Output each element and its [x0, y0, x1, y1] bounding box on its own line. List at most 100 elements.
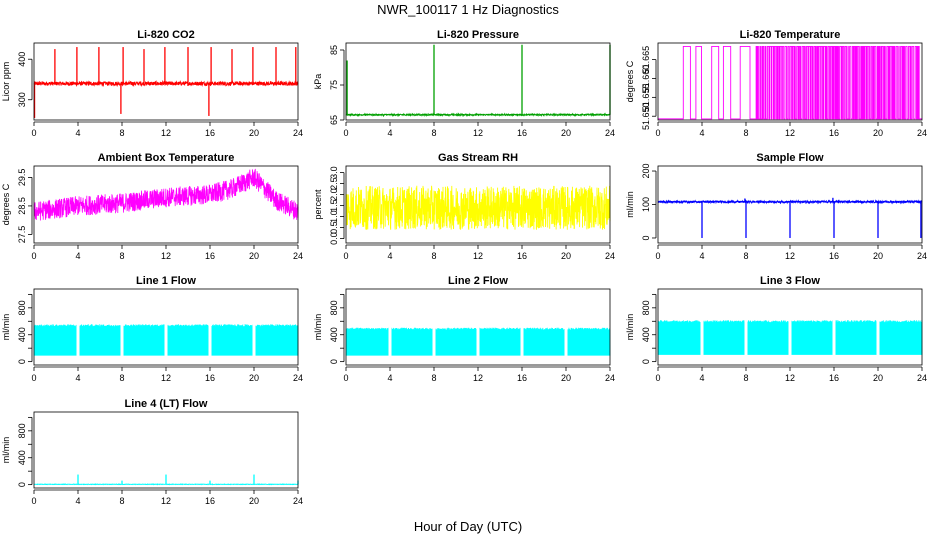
panel-9-series: [657, 289, 923, 365]
panel-1-line: [33, 79, 299, 88]
panel-8-ylabel: ml/min: [313, 314, 323, 341]
panel-4-xtick-label-3: 12: [161, 251, 171, 261]
panel-5-series: [345, 185, 611, 230]
panel-10-xtick-label-3: 12: [161, 496, 171, 506]
panel-3: Li-820 Temperature degrees C 0 4 8 12 16 20 24 51…: [625, 29, 927, 138]
panel-4-frame: [33, 165, 299, 244]
panel-7-xtick-label-6: 24: [293, 373, 303, 383]
panel-6-frame: [657, 165, 923, 244]
panel-9-ylabel: ml/min: [625, 314, 635, 341]
panel-2-ytick-label-0: 65: [329, 115, 339, 125]
panel-3-title: Li-820 Temperature: [740, 29, 841, 41]
panel-4-ytick-label-0: 27.5: [17, 226, 27, 244]
panel-6-ytick-label-2: 200: [641, 164, 651, 179]
panel-4-xtick-label-2: 8: [119, 251, 124, 261]
panel-10-xtick-label-5: 20: [249, 496, 259, 506]
panel-4-xtick-label-5: 20: [249, 251, 259, 261]
panel-5: Gas Stream RH percent 0 4 8 12 16 20 24 0.00.51.0…: [313, 152, 615, 261]
panel-3-ytick-label-3: 51.665: [641, 46, 651, 74]
panel-9-xtick-label-1: 4: [699, 373, 704, 383]
panel-3-xtick-label-4: 16: [829, 128, 839, 138]
panel-10-frame: [33, 411, 299, 489]
panel-4-series: [33, 168, 299, 221]
panel-5-ytick-label-0: 0.0: [329, 232, 339, 245]
panel-10-xtick-label-4: 16: [205, 496, 215, 506]
figure-title: NWR_100117 1 Hz Diagnostics: [377, 2, 559, 17]
panel-2-xtick-label-1: 4: [387, 128, 392, 138]
panel-3-xtick-label-5: 20: [873, 128, 883, 138]
panel-7-ytick-label-4: 800: [17, 300, 27, 315]
panel-2-xtick-label-4: 16: [517, 128, 527, 138]
panel-5-xtick-label-3: 12: [473, 251, 483, 261]
panel-8-ytick-label-2: 400: [329, 327, 339, 342]
panel-9-xtick-label-6: 24: [917, 373, 927, 383]
panel-5-xtick-label-5: 20: [561, 251, 571, 261]
panel-5-xtick-label-0: 0: [343, 251, 348, 261]
panel-7-ytick-label-0: 0: [17, 359, 27, 364]
panel-6: Sample Flow ml/min 0 4 8 12 16 20 24 0 100 200: [625, 152, 927, 261]
panel-7-gap-4: [252, 289, 256, 365]
panel-5-ytick-label-6: 3.0: [329, 166, 339, 179]
panel-4-ylabel: degrees C: [1, 183, 11, 225]
panel-7-xtick-label-0: 0: [31, 373, 36, 383]
panel-6-xtick-label-1: 4: [699, 251, 704, 261]
panel-2-ylabel: kPa: [313, 74, 323, 90]
panel-6-series: [657, 197, 923, 238]
panel-2-xtick-label-6: 24: [605, 128, 615, 138]
panel-8-title: Line 2 Flow: [448, 275, 508, 287]
panel-2-xtick-label-3: 12: [473, 128, 483, 138]
panel-6-xtick-label-6: 24: [917, 251, 927, 261]
panel-1-xtick-label-6: 24: [293, 128, 303, 138]
panel-8-xtick-label-6: 24: [605, 373, 615, 383]
panel-7-xtick-label-3: 12: [161, 373, 171, 383]
panel-3-xtick-label-3: 12: [785, 128, 795, 138]
panel-1-xtick-label-2: 8: [119, 128, 124, 138]
panel-5-line: [345, 185, 611, 230]
panel-5-xtick-label-2: 8: [431, 251, 436, 261]
panel-2-frame: [345, 42, 611, 121]
panel-9-gap-4: [876, 289, 880, 365]
panel-5-ytick-label-4: 2.0: [329, 188, 339, 201]
panel-1-ylabel: Licor ppm: [1, 62, 11, 102]
panel-7-gap-0: [76, 289, 80, 365]
panel-6-xtick-label-2: 8: [743, 251, 748, 261]
panel-5-ytick-label-3: 1.5: [329, 199, 339, 212]
panel-8-ytick-label-4: 800: [329, 300, 339, 315]
panel-6-title: Sample Flow: [756, 152, 824, 164]
panel-4-xtick-label-1: 4: [75, 251, 80, 261]
panel-5-xtick-label-4: 16: [517, 251, 527, 261]
panel-5-ytick-label-1: 0.5: [329, 221, 339, 234]
panel-10-ytick-label-0: 0: [17, 482, 27, 487]
panel-8-gap-0: [388, 289, 392, 365]
panel-6-ytick-label-0: 0: [641, 235, 651, 240]
panel-7-xtick-label-4: 16: [205, 373, 215, 383]
panel-8-gap-4: [564, 289, 568, 365]
panel-9-ytick-label-4: 800: [641, 300, 651, 315]
panel-3-ytick-label-0: 51.650: [641, 102, 651, 130]
panel-3-ytick-label-1: 51.655: [641, 84, 651, 112]
panel-1-ytick-label-1: 400: [17, 52, 27, 67]
panel-4: Ambient Box Temperature degrees C 0 4 8 12 16 2…: [1, 152, 303, 261]
panel-8: Line 2 Flow ml/min 0 4 8 12 16 20 24 0 400 800: [313, 275, 615, 383]
panel-9-gap-3: [832, 289, 836, 365]
panel-9-ytick-label-2: 400: [641, 327, 651, 342]
panel-2-xtick-label-5: 20: [561, 128, 571, 138]
panel-3-xtick-label-6: 24: [917, 128, 927, 138]
panel-3-xtick-label-2: 8: [743, 128, 748, 138]
panel-8-series: [345, 289, 611, 365]
panel-7-ylabel: ml/min: [1, 314, 11, 341]
panel-7-gap-1: [120, 289, 124, 365]
panel-6-ylabel: ml/min: [625, 191, 635, 218]
panel-5-ytick-label-5: 2.5: [329, 177, 339, 190]
panel-4-ytick-label-2: 29.5: [17, 169, 27, 187]
panel-10-xtick-label-1: 4: [75, 496, 80, 506]
panel-7-frame: [33, 288, 299, 366]
panel-10-title: Line 4 (LT) Flow: [125, 398, 208, 410]
panel-3-ytick-label-2: 51.660: [641, 65, 651, 93]
panel-9-gap-0: [700, 289, 704, 365]
panel-8-gap-3: [520, 289, 524, 365]
panel-5-xtick-label-1: 4: [387, 251, 392, 261]
panel-4-xtick-label-6: 24: [293, 251, 303, 261]
panel-10-xtick-label-0: 0: [31, 496, 36, 506]
